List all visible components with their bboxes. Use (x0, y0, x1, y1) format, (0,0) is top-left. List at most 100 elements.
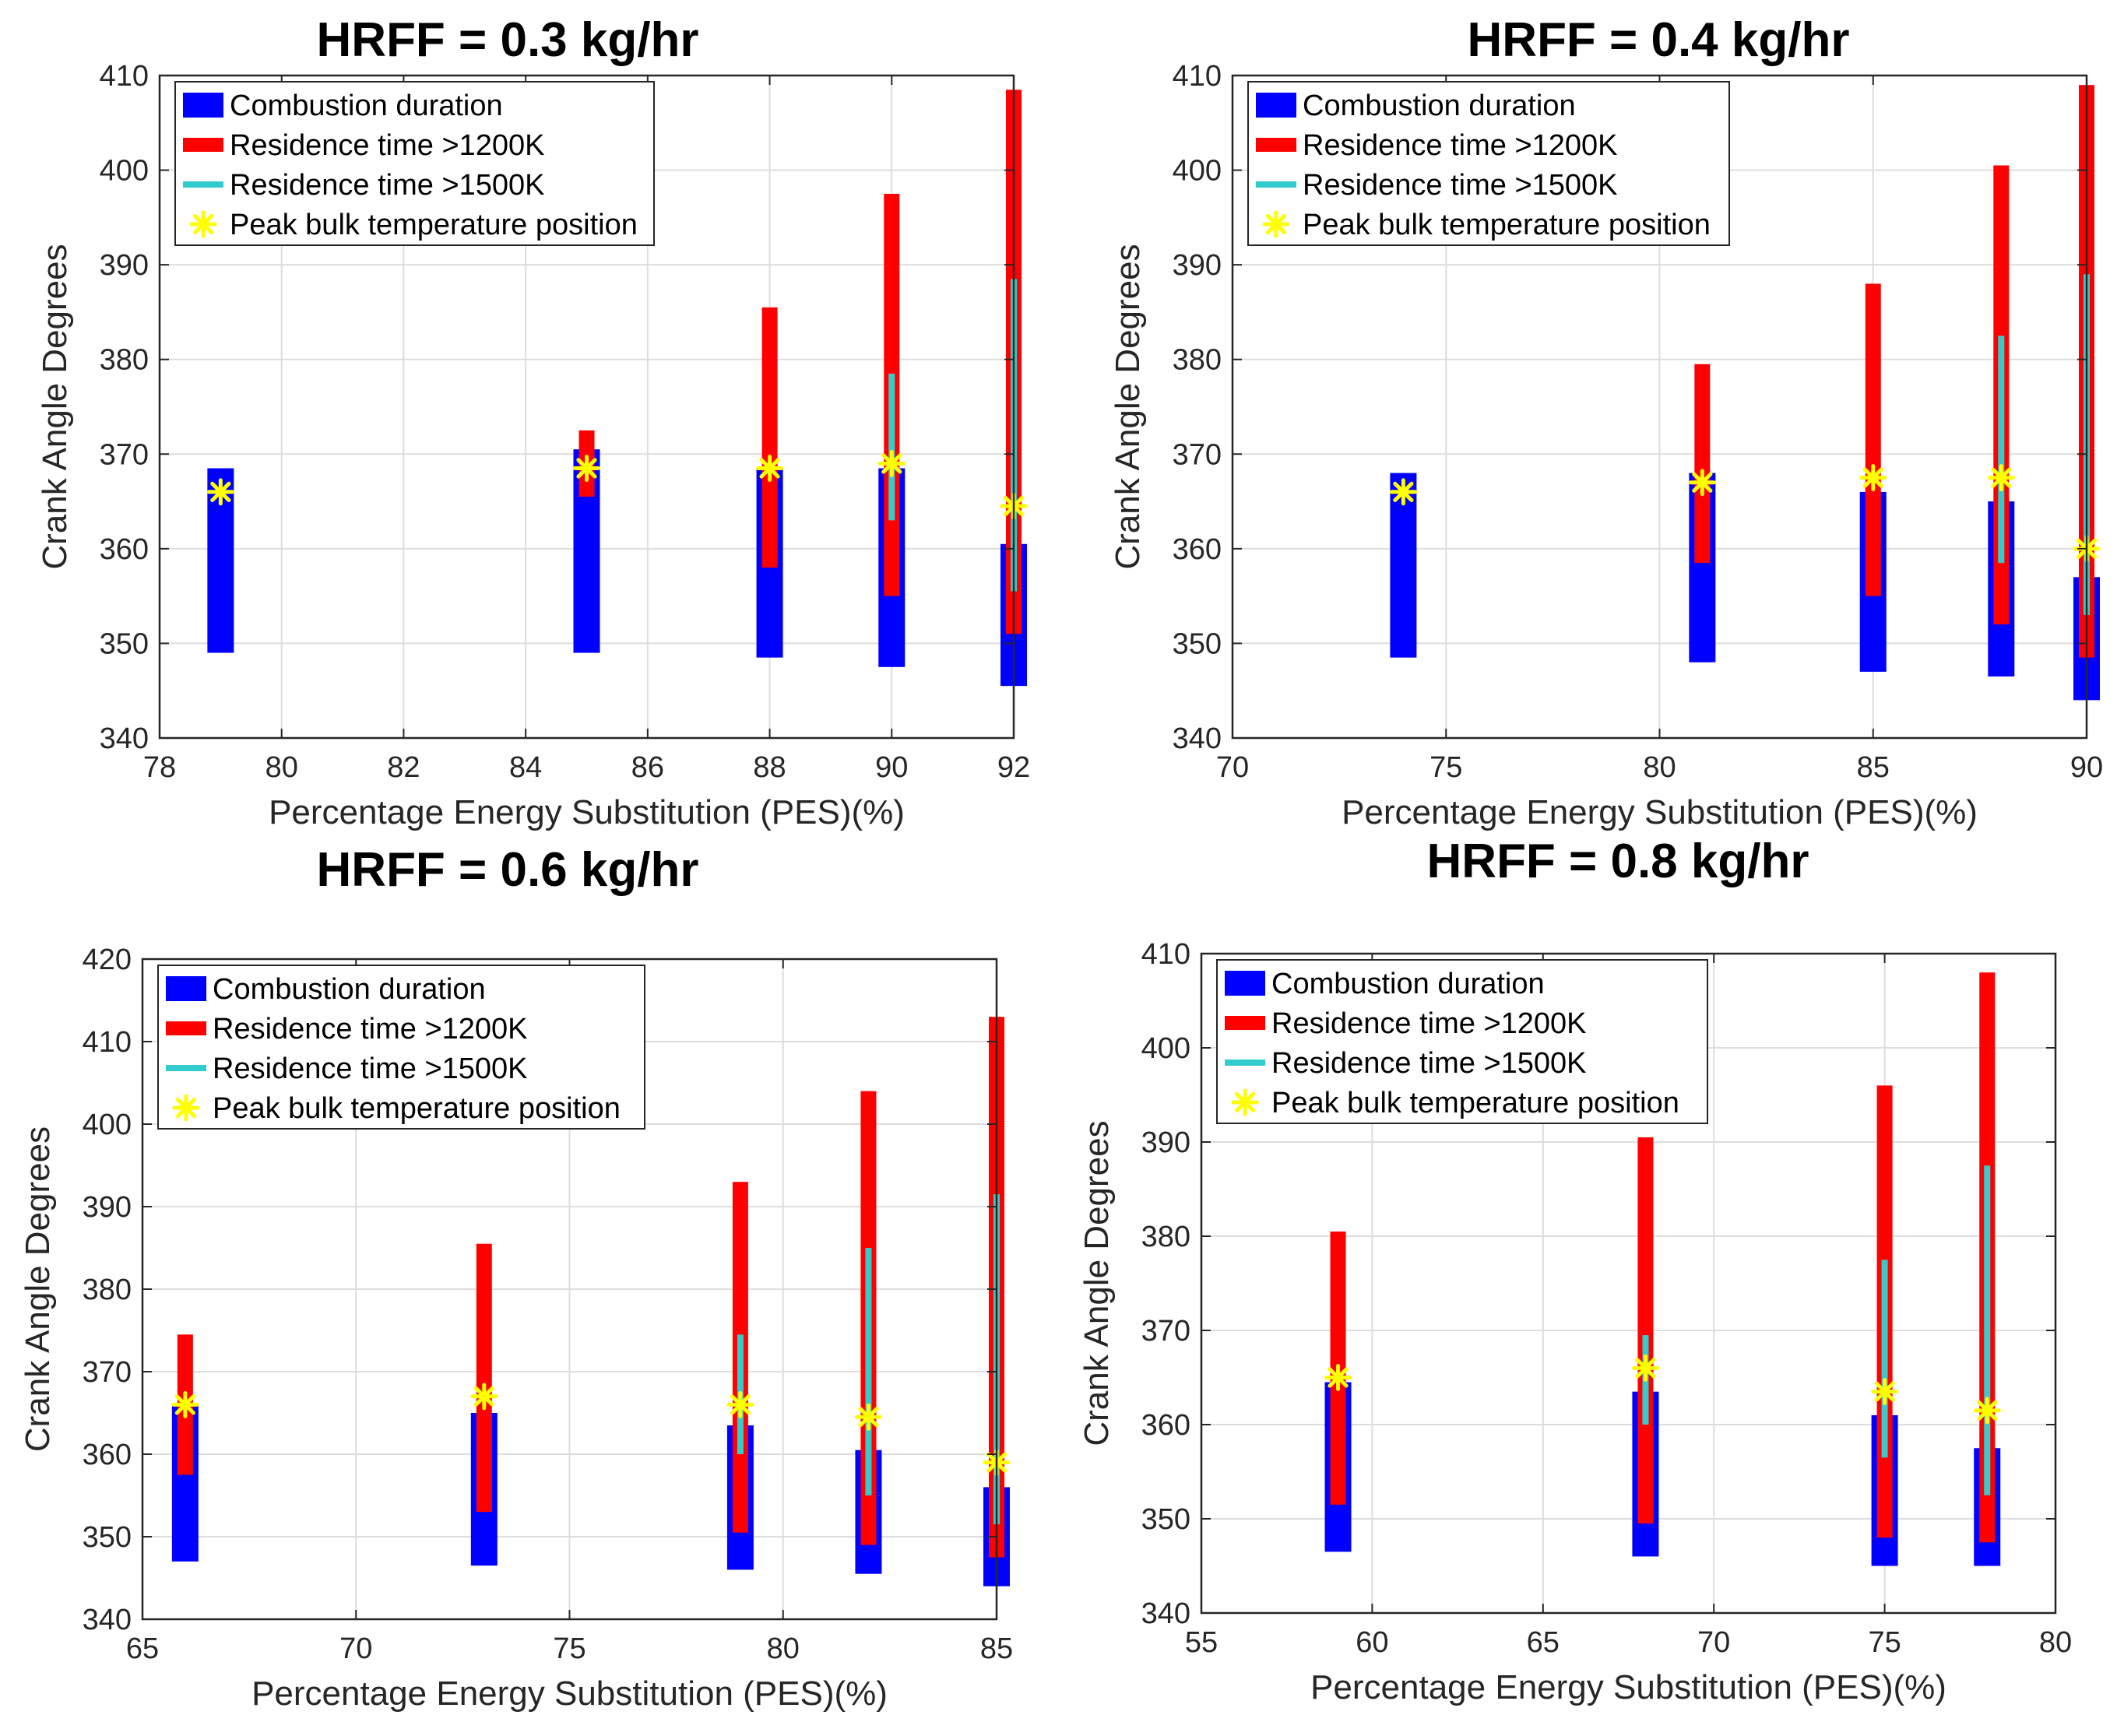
y-tick-label: 400 (100, 155, 149, 188)
peak-temperature-marker (470, 1383, 498, 1411)
x-tick-label: 75 (553, 1632, 586, 1665)
residence-1200k-bar (761, 307, 778, 568)
chart-panel-hrff-0.4: HRFF = 0.4 kg/hr 70 75 80 85 90 340 350 360 370 38… (1109, 13, 2103, 831)
x-tick-label: 90 (2070, 751, 2103, 784)
legend-swatch-combustion (1256, 93, 1296, 118)
residence-1500k-bar (1998, 336, 2005, 564)
x-tick-label: 85 (1857, 751, 1890, 784)
legend-box (1247, 81, 1730, 246)
peak-temperature-marker (756, 455, 784, 483)
peak-temperature-marker (1973, 1397, 2001, 1425)
residence-1200k-bar (1694, 364, 1711, 564)
x-tick-label: 70 (1697, 1626, 1730, 1659)
y-tick-label: 420 (83, 944, 132, 976)
chart-panel-hrff-0.3: HRFF = 0.3 kg/hr 78 80 82 84 86 88 90 92 340 350 36… (36, 13, 1030, 831)
y-tick-label: 400 (1173, 155, 1222, 188)
axes-box (158, 74, 1015, 740)
residence-1500k-bar (865, 1248, 872, 1495)
y-tick-label: 390 (100, 249, 149, 282)
residence-1200k-bar (1865, 283, 1881, 596)
chart-title: HRFF = 0.4 kg/hr (1468, 13, 1850, 67)
y-tick-label: 380 (1141, 1221, 1190, 1253)
x-tick-label: 82 (387, 751, 420, 784)
chart-panel-hrff-0.8: HRFF = 0.8 kg/hr 55 60 65 70 75 80 340 350 360 370… (1078, 835, 2072, 1706)
peak-temperature-marker (1324, 1364, 1352, 1391)
legend-box (174, 81, 655, 246)
residence-1500k-bar (1984, 1165, 1991, 1495)
legend-swatch-res1200 (1225, 1016, 1265, 1030)
y-tick-label: 350 (1141, 1503, 1190, 1536)
peak-temperature-marker (1871, 1378, 1899, 1406)
peak-temperature-marker (726, 1390, 754, 1418)
chart-title: HRFF = 0.6 kg/hr (317, 843, 699, 897)
y-tick-label: 410 (100, 60, 149, 93)
legend: Combustion duration Residence time >1200K… (1216, 959, 1708, 1124)
y-tick-label: 360 (100, 533, 149, 566)
x-tick-label: 80 (2039, 1626, 2072, 1659)
legend-swatch-combustion (166, 976, 206, 1001)
y-tick-label: 410 (1141, 938, 1190, 971)
y-tick-label: 350 (1173, 627, 1222, 660)
legend-swatch-combustion (183, 93, 223, 118)
legend-entry-label: Residence time >1200K (213, 1013, 528, 1045)
legend-swatch-res1200 (1256, 138, 1296, 152)
y-tick-label: 340 (83, 1604, 132, 1636)
y-tick-label: 410 (83, 1026, 132, 1059)
x-tick-label: 85 (980, 1632, 1013, 1665)
peak-temperature-marker (877, 449, 906, 477)
chart-title: HRFF = 0.8 kg/hr (1427, 835, 1809, 888)
legend-entry-label: Combustion duration (1303, 90, 1576, 122)
y-axis-label: Crank Angle Degrees (1109, 244, 1147, 569)
legend: Combustion duration Residence time >1200K… (157, 965, 645, 1130)
legend-entry-label: Residence time >1200K (1271, 1007, 1587, 1040)
chart-panel-hrff-0.6: HRFF = 0.6 kg/hr 65 70 75 80 85 340 350 360 370 38… (19, 843, 1013, 1713)
y-tick-label: 380 (100, 344, 149, 377)
legend-entry-label: Residence time >1200K (230, 129, 545, 162)
x-tick-label: 70 (1216, 751, 1249, 784)
legend-swatch-res1500 (1225, 1060, 1265, 1066)
x-tick-label: 75 (1868, 1626, 1901, 1659)
legend-entry-label: Combustion duration (1271, 968, 1545, 1000)
legend-entry-label: Peak bulk temperature position (1271, 1087, 1679, 1119)
x-axis-label: Percentage Energy Substitution (PES)(%) (251, 1675, 888, 1713)
legend-entry-label: Peak bulk temperature position (213, 1092, 621, 1125)
x-tick-label: 92 (997, 751, 1030, 784)
legend-swatch-peak (1262, 210, 1290, 238)
legend-entry-label: Residence time >1500K (1271, 1047, 1587, 1080)
legend-box (1216, 959, 1708, 1124)
peak-temperature-marker (1859, 464, 1887, 492)
x-tick-label: 90 (875, 751, 908, 784)
legend-entry-label: Combustion duration (213, 973, 486, 1006)
y-tick-label: 400 (83, 1109, 132, 1141)
chart-title: HRFF = 0.3 kg/hr (317, 13, 699, 67)
peak-temperature-marker (1688, 469, 1716, 497)
x-axis-label: Percentage Energy Substitution (PES)(%) (1342, 793, 1978, 831)
x-tick-label: 60 (1356, 1626, 1388, 1659)
legend-swatch-peak (1231, 1088, 1259, 1116)
y-tick-label: 340 (1141, 1597, 1190, 1630)
y-tick-label: 390 (1173, 249, 1222, 282)
axes-box (1200, 952, 2057, 1615)
y-tick-label: 370 (1173, 438, 1222, 471)
legend-entry-label: Residence time >1500K (213, 1052, 528, 1085)
x-axis-label: Percentage Energy Substitution (PES)(%) (269, 793, 905, 831)
legend: Combustion duration Residence time >1200K… (1247, 81, 1730, 246)
legend-swatch-res1500 (166, 1065, 206, 1071)
y-tick-label: 380 (1173, 344, 1222, 377)
y-axis-label: Crank Angle Degrees (19, 1126, 57, 1452)
legend-entry-label: Residence time >1200K (1303, 129, 1618, 162)
y-tick-label: 370 (83, 1356, 132, 1389)
y-axis-label: Crank Angle Degrees (36, 244, 74, 569)
y-tick-label: 390 (1141, 1126, 1190, 1159)
peak-temperature-marker (854, 1403, 882, 1431)
y-tick-label: 360 (1141, 1409, 1190, 1442)
x-tick-label: 55 (1185, 1626, 1218, 1659)
x-tick-label: 80 (767, 1632, 800, 1665)
x-tick-label: 84 (509, 751, 542, 784)
peak-temperature-marker (1987, 464, 2015, 492)
y-tick-label: 370 (1141, 1315, 1190, 1348)
legend-entry-label: Residence time >1500K (230, 169, 545, 202)
y-tick-label: 390 (83, 1191, 132, 1224)
residence-1200k-bar (1637, 1137, 1654, 1524)
